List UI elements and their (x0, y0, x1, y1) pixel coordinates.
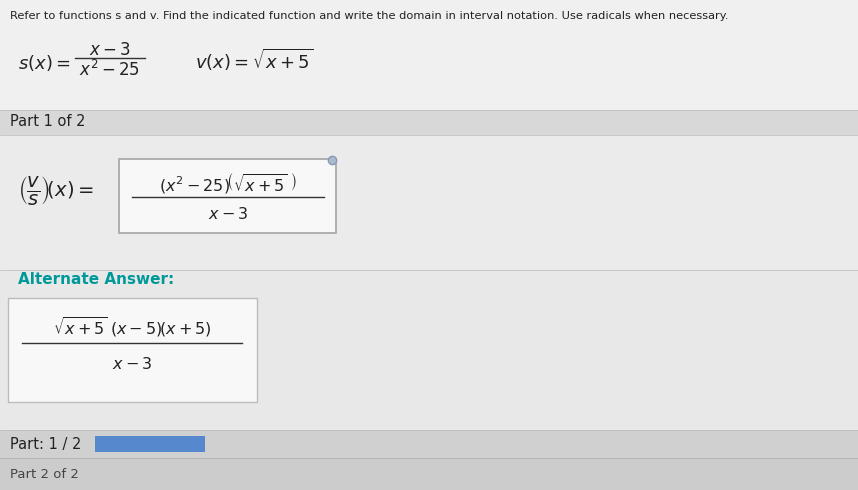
Text: $\sqrt{x+5}\;\left(x-5\right)\!\left(x+5\right)$: $\sqrt{x+5}\;\left(x-5\right)\!\left(x+5… (52, 315, 211, 339)
FancyBboxPatch shape (0, 270, 858, 430)
Text: $\left(x^{2}-25\right)\!\left(\sqrt{x+5}\;\right)$: $\left(x^{2}-25\right)\!\left(\sqrt{x+5}… (160, 171, 297, 195)
FancyBboxPatch shape (0, 430, 858, 458)
Text: $x-3$: $x-3$ (89, 41, 131, 59)
Text: $v\left(x\right)=\sqrt{x+5}$: $v\left(x\right)=\sqrt{x+5}$ (195, 47, 313, 73)
FancyBboxPatch shape (95, 436, 205, 452)
FancyBboxPatch shape (0, 110, 858, 135)
Text: Part: 1 / 2: Part: 1 / 2 (10, 437, 82, 451)
FancyBboxPatch shape (0, 135, 858, 270)
FancyBboxPatch shape (8, 298, 257, 402)
Text: $x^{2}-25$: $x^{2}-25$ (80, 60, 141, 80)
Text: Part 1 of 2: Part 1 of 2 (10, 115, 86, 129)
Text: $x-3$: $x-3$ (208, 206, 248, 222)
Text: $x-3$: $x-3$ (112, 356, 152, 372)
Text: Alternate Answer:: Alternate Answer: (18, 272, 174, 288)
Text: Part 2 of 2: Part 2 of 2 (10, 467, 79, 481)
Text: $s\left(x\right) =$: $s\left(x\right) =$ (18, 53, 70, 73)
FancyBboxPatch shape (0, 458, 858, 490)
FancyBboxPatch shape (0, 0, 858, 340)
FancyBboxPatch shape (0, 32, 858, 110)
FancyBboxPatch shape (119, 159, 336, 233)
Text: $\left(\dfrac{v}{s}\right)\!\left(x\right) =$: $\left(\dfrac{v}{s}\right)\!\left(x\righ… (18, 173, 94, 206)
Text: Refer to functions s and v. Find the indicated function and write the domain in : Refer to functions s and v. Find the ind… (10, 11, 728, 21)
FancyBboxPatch shape (0, 0, 858, 32)
